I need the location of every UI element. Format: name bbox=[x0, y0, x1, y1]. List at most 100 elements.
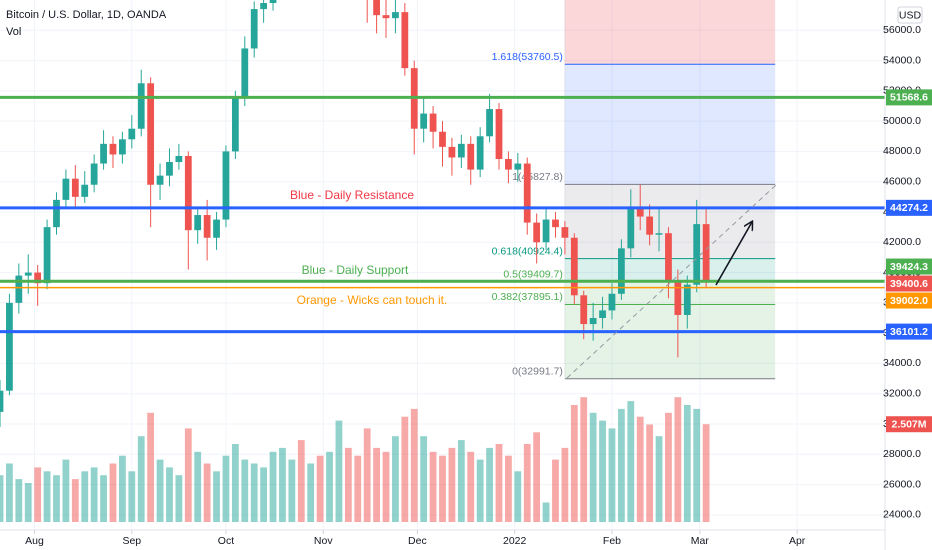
candle-body bbox=[505, 159, 512, 170]
candle-body bbox=[693, 224, 701, 285]
x-tick-label: Aug bbox=[25, 535, 44, 547]
fib-label: 1(45827.8) bbox=[512, 171, 563, 183]
volume-bar bbox=[15, 479, 23, 522]
fib-label: 0(32991.7) bbox=[512, 365, 563, 377]
volume-bar bbox=[24, 483, 32, 522]
volume-bar bbox=[533, 432, 541, 522]
volume-bar bbox=[589, 412, 597, 522]
candle-body bbox=[627, 208, 635, 249]
volume-bar bbox=[608, 428, 616, 522]
plot-area: 0(32991.7) 0.382(37895.1) 0.5(39409.7) 0.61… bbox=[0, 0, 885, 530]
volume-bar bbox=[156, 459, 164, 522]
volume-bar bbox=[448, 447, 456, 522]
volume-bar bbox=[100, 475, 107, 522]
candle-body bbox=[100, 143, 107, 164]
volume-bar bbox=[43, 471, 51, 522]
volume-bar bbox=[420, 436, 428, 522]
annotation: Orange - Wicks can touch it. bbox=[297, 293, 448, 307]
candle-body bbox=[241, 48, 249, 99]
candle-body bbox=[599, 310, 606, 318]
volume-bar bbox=[665, 412, 672, 522]
y-tick-label: 26000.0 bbox=[883, 478, 921, 490]
volume-bar bbox=[674, 397, 682, 522]
volume-bar bbox=[194, 451, 202, 522]
candle-body bbox=[175, 155, 183, 163]
candle-body bbox=[184, 155, 192, 231]
volume-bar bbox=[71, 479, 79, 522]
volume-bar bbox=[269, 451, 277, 522]
candle-body bbox=[683, 284, 691, 315]
candle-body bbox=[439, 131, 446, 147]
candle-body bbox=[156, 175, 164, 185]
x-tick-label: Mar bbox=[691, 535, 710, 547]
candle-body bbox=[53, 199, 60, 228]
candle-body bbox=[24, 272, 32, 276]
volume-title: Vol bbox=[6, 26, 21, 38]
y-tick-label: 28000.0 bbox=[883, 448, 921, 460]
candle-body bbox=[222, 151, 230, 220]
candle-body bbox=[71, 178, 79, 197]
volume-bar bbox=[307, 463, 315, 522]
y-tick-label: 46000.0 bbox=[883, 175, 921, 187]
volume-bar bbox=[552, 459, 559, 522]
volume-bar bbox=[382, 451, 390, 522]
candle-body bbox=[250, 9, 258, 49]
volume-bar bbox=[288, 459, 296, 522]
candle-body bbox=[655, 233, 663, 235]
volume-bar bbox=[213, 471, 220, 522]
volume-bar bbox=[81, 471, 89, 522]
y-tick-label: 50000.0 bbox=[883, 115, 921, 127]
fib-zone bbox=[564, 304, 776, 379]
candle-body bbox=[448, 146, 456, 158]
price-badge bbox=[886, 258, 932, 275]
volume-bar bbox=[363, 428, 371, 522]
candle-body bbox=[570, 237, 578, 296]
volume-bar bbox=[467, 451, 475, 522]
candle-body bbox=[561, 227, 569, 238]
volume-bar bbox=[184, 428, 192, 522]
volume-bar bbox=[646, 424, 654, 522]
price-badge-label: 39002.0 bbox=[890, 295, 928, 307]
volume-bar bbox=[570, 405, 578, 522]
volume-bar bbox=[523, 444, 531, 522]
candle-body bbox=[533, 222, 541, 243]
y-tick-label: 32000.0 bbox=[883, 387, 921, 399]
drawings: Blue - Daily Resistance Blue - Daily Sup… bbox=[290, 184, 777, 379]
candle-body bbox=[589, 318, 597, 325]
candle-body bbox=[476, 136, 484, 170]
volume-bar bbox=[561, 447, 569, 522]
candle-body bbox=[109, 143, 117, 155]
volume-bar bbox=[203, 463, 211, 522]
annotation: Blue - Daily Support bbox=[302, 263, 409, 277]
x-tick-label: Sep bbox=[122, 535, 141, 547]
candle-body bbox=[62, 178, 70, 200]
fib-zone bbox=[564, 64, 776, 185]
candle-body bbox=[15, 275, 23, 303]
candle-body bbox=[580, 295, 588, 325]
volume-bar bbox=[599, 420, 606, 522]
candle-body bbox=[0, 390, 4, 412]
currency-box[interactable] bbox=[897, 6, 923, 24]
volume-bar bbox=[373, 447, 380, 522]
y-tick-label: 34000.0 bbox=[883, 357, 921, 369]
volume-bar bbox=[335, 420, 343, 522]
volume-bar bbox=[6, 463, 13, 522]
price-badge-label: 36101.2 bbox=[890, 326, 928, 338]
volume-bar bbox=[260, 467, 268, 522]
candle-body bbox=[392, 12, 399, 19]
fib-label: 0.382(37895.1) bbox=[492, 291, 563, 303]
volume-bar bbox=[297, 440, 305, 522]
currency[interactable]: USD bbox=[899, 9, 922, 21]
arrow bbox=[715, 222, 752, 286]
candle-body bbox=[401, 12, 409, 69]
volume-bar bbox=[53, 475, 60, 522]
candle-body bbox=[6, 302, 13, 391]
candle-body bbox=[429, 113, 437, 132]
volume-bar bbox=[457, 440, 465, 522]
fib-zone bbox=[564, 281, 776, 305]
candle-body bbox=[166, 162, 173, 176]
candle-body bbox=[43, 227, 51, 284]
volume-bar bbox=[410, 408, 418, 522]
